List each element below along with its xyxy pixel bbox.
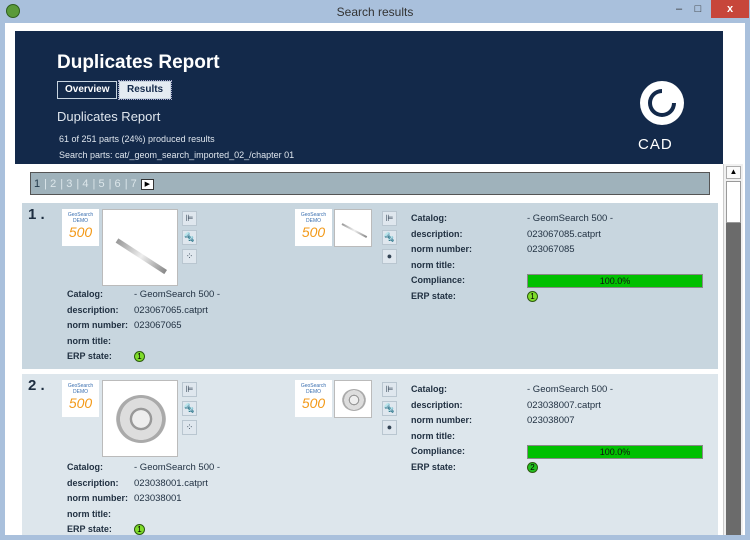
title-bar: Search results – □ x xyxy=(0,0,750,23)
result-index: 2 . xyxy=(28,377,45,394)
page-4[interactable]: 4 xyxy=(82,178,89,190)
erp-state-badge: 1 xyxy=(134,524,145,535)
compliance-bar: 100.0% xyxy=(527,274,703,288)
variants-icon[interactable]: ⁘ xyxy=(182,420,197,435)
tab-results[interactable]: Results xyxy=(117,80,173,100)
report-header: Duplicates Report Overview Results Dupli… xyxy=(15,31,723,164)
match-part-thumbnail[interactable] xyxy=(334,209,372,247)
report-subtitle: Duplicates Report xyxy=(57,109,161,124)
summary-text: 61 of 251 parts (24%) produced results xyxy=(59,134,215,144)
result-item: 1 . GeoSearch DEMO 500 ⊫ 🔩 ⁘ Catalog: - Geo… xyxy=(22,203,718,369)
page-3[interactable]: 3 xyxy=(66,178,73,190)
scroll-up-button[interactable]: ▲ xyxy=(726,166,741,179)
match-fields: Catalog: - GeomSearch 500 - description: 0… xyxy=(411,384,711,477)
page-7[interactable]: 7 xyxy=(130,178,137,190)
source-fields: Catalog: - GeomSearch 500 - description: 0… xyxy=(67,462,221,535)
maximize-button[interactable]: □ xyxy=(694,3,702,15)
add-part-icon[interactable]: ● xyxy=(382,420,397,435)
add-part-icon[interactable]: ● xyxy=(382,249,397,264)
tab-overview[interactable]: Overview xyxy=(57,81,118,99)
catalog-logo[interactable]: GeoSearch DEMO 500 xyxy=(295,209,332,246)
app-icon xyxy=(6,4,20,18)
source-part-thumbnail[interactable] xyxy=(102,380,178,457)
tree-icon[interactable]: ⊫ xyxy=(182,382,197,397)
erp-state-badge: 1 xyxy=(134,351,145,362)
result-index: 1 . xyxy=(28,206,45,223)
result-item: 2 . GeoSearch DEMO 500 ⊫ 🔩 ⁘ Catalog: - Geo… xyxy=(22,374,718,535)
source-part-thumbnail[interactable] xyxy=(102,209,178,286)
erp-state-badge: 2 xyxy=(527,461,538,473)
close-button[interactable]: x xyxy=(711,0,749,18)
pagination: 1 | 2 | 3 | 4 | 5 | 6 | 7 ▶ xyxy=(30,172,710,195)
catalog-logo[interactable]: GeoSearch DEMO 500 xyxy=(295,380,332,417)
bolt-icon[interactable]: 🔩 xyxy=(382,401,397,416)
source-fields: Catalog: - GeomSearch 500 - description: 0… xyxy=(67,289,221,362)
catalog-value: - GeomSearch 500 - xyxy=(134,289,221,300)
bolt-icon[interactable]: 🔩 xyxy=(182,230,197,245)
variants-icon[interactable]: ⁘ xyxy=(182,249,197,264)
scroll-thumb[interactable] xyxy=(726,181,741,223)
catalog-logo[interactable]: GeoSearch DEMO 500 xyxy=(62,380,99,417)
catalog-logo[interactable]: GeoSearch DEMO 500 xyxy=(62,209,99,246)
bolt-icon[interactable]: 🔩 xyxy=(382,230,397,245)
match-part-thumbnail[interactable] xyxy=(334,380,372,418)
scroll-track[interactable] xyxy=(726,223,741,535)
search-parts-text: Search parts: cat/_geom_search_imported_… xyxy=(59,150,295,160)
tree-icon[interactable]: ⊫ xyxy=(382,382,397,397)
logo-text: CAD xyxy=(638,136,673,153)
tree-icon[interactable]: ⊫ xyxy=(182,211,197,226)
page-title: Duplicates Report xyxy=(57,52,220,73)
bolt-icon[interactable]: 🔩 xyxy=(182,401,197,416)
erp-state-badge: 1 xyxy=(527,290,538,302)
match-fields: Catalog: - GeomSearch 500 - description: 0… xyxy=(411,213,711,306)
next-page-button[interactable]: ▶ xyxy=(140,178,154,190)
page-6[interactable]: 6 xyxy=(114,178,121,190)
page-5[interactable]: 5 xyxy=(98,178,105,190)
compliance-bar: 100.0% xyxy=(527,445,703,459)
tree-icon[interactable]: ⊫ xyxy=(382,211,397,226)
norm-number-value: 023067065 xyxy=(134,320,182,331)
page-2[interactable]: 2 xyxy=(50,178,57,190)
window-title: Search results xyxy=(336,5,414,19)
minimize-button[interactable]: – xyxy=(675,3,683,15)
vertical-scrollbar[interactable]: ▲ xyxy=(723,164,743,535)
cadenas-logo-icon xyxy=(640,81,684,125)
description-value: 023067065.catprt xyxy=(134,304,208,316)
page-1[interactable]: 1 xyxy=(34,178,41,190)
